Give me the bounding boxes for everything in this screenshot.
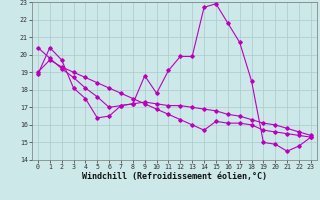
X-axis label: Windchill (Refroidissement éolien,°C): Windchill (Refroidissement éolien,°C) [82,172,267,181]
